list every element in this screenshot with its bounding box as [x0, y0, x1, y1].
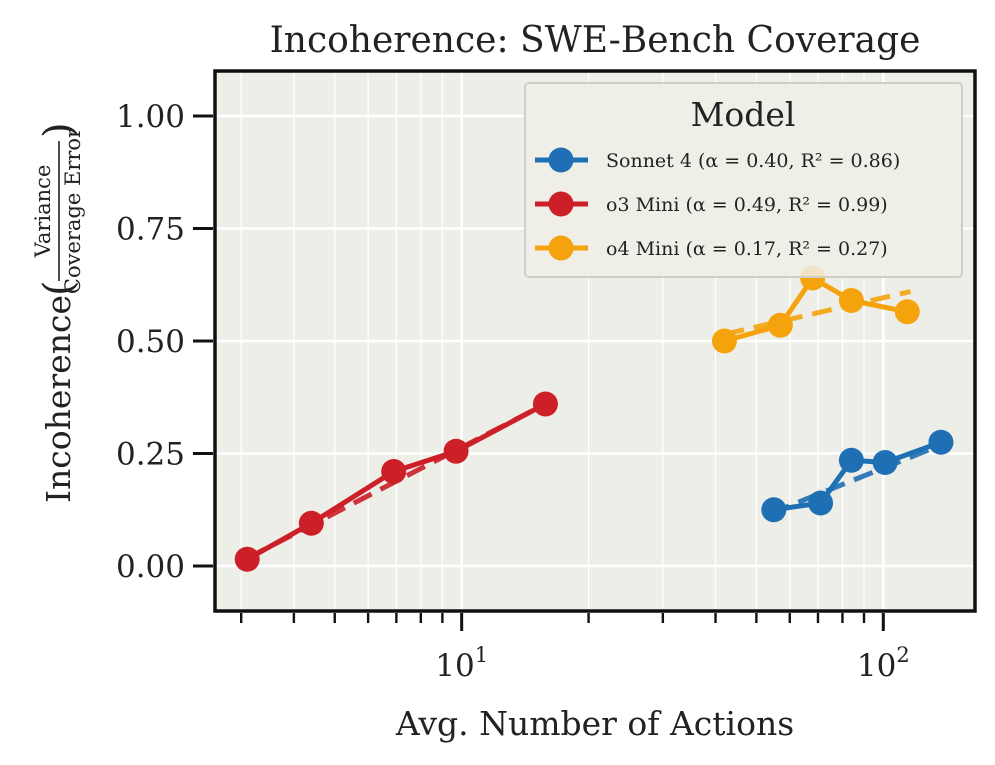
- data-point-o4-mini: [894, 299, 920, 325]
- y-axis-label-denominator: Coverage Error: [61, 127, 85, 294]
- legend-label-sonnet-4: Sonnet 4 (α = 0.40, R² = 0.86): [606, 150, 900, 172]
- data-point-sonnet-4: [808, 490, 834, 516]
- x-axis: 101 102: [240, 613, 910, 684]
- data-point-sonnet-4: [838, 447, 864, 473]
- data-point-o4-mini: [767, 312, 793, 338]
- legend-marker-o4-mini: [548, 235, 574, 261]
- y-tick-label: 0.00: [116, 549, 185, 585]
- plot-frame: [213, 69, 977, 613]
- legend-title: Model: [691, 95, 796, 134]
- legend-marker-o3-mini: [548, 191, 574, 217]
- data-point-o4-mini: [838, 288, 864, 313]
- y-tick-label: 0.50: [116, 324, 185, 360]
- fit-line-o4-mini: [723, 289, 912, 337]
- x-tick-label: 101: [435, 643, 488, 684]
- data-point-o4-mini: [711, 328, 737, 354]
- legend-label-o3-mini: o3 Mini (α = 0.49, R² = 0.99): [606, 194, 888, 216]
- data-point-sonnet-4: [928, 429, 954, 455]
- y-axis-label-main: Incoherence: [39, 295, 78, 503]
- y-tick-label: 0.25: [116, 437, 185, 473]
- legend-marker-sonnet-4: [548, 147, 574, 173]
- legend: Model Sonnet 4 (α = 0.40, R² = 0.86) o3 M…: [524, 82, 963, 278]
- y-axis-label-numerator: Variance: [31, 165, 55, 259]
- x-tick-label: 102: [857, 643, 910, 684]
- x-axis-label: Avg. Number of Actions: [395, 704, 794, 743]
- data-point-o3-mini: [234, 546, 260, 572]
- data-points: [234, 265, 954, 572]
- y-axis: 0.00 0.25 0.50 0.75 1.00: [116, 99, 213, 585]
- data-point-o3-mini: [532, 391, 558, 417]
- data-point-o3-mini: [381, 459, 407, 484]
- y-axis-label-close-paren: ): [36, 122, 82, 138]
- data-point-sonnet-4: [761, 497, 787, 523]
- fit-line-sonnet-4: [769, 442, 944, 516]
- data-point-sonnet-4: [872, 450, 898, 475]
- y-tick-label: 1.00: [116, 99, 185, 135]
- y-axis-label-open-paren: (: [36, 280, 82, 296]
- legend-box: [524, 82, 963, 278]
- y-axis-label: Incoherence ( Variance Coverage Error ): [31, 122, 85, 503]
- data-point-o3-mini: [443, 438, 469, 464]
- legend-label-o4-mini: o4 Mini (α = 0.17, R² = 0.27): [606, 238, 888, 260]
- y-tick-label: 0.75: [116, 212, 185, 248]
- data-point-o3-mini: [298, 510, 324, 536]
- chart-title: Incoherence: SWE-Bench Coverage: [270, 20, 921, 61]
